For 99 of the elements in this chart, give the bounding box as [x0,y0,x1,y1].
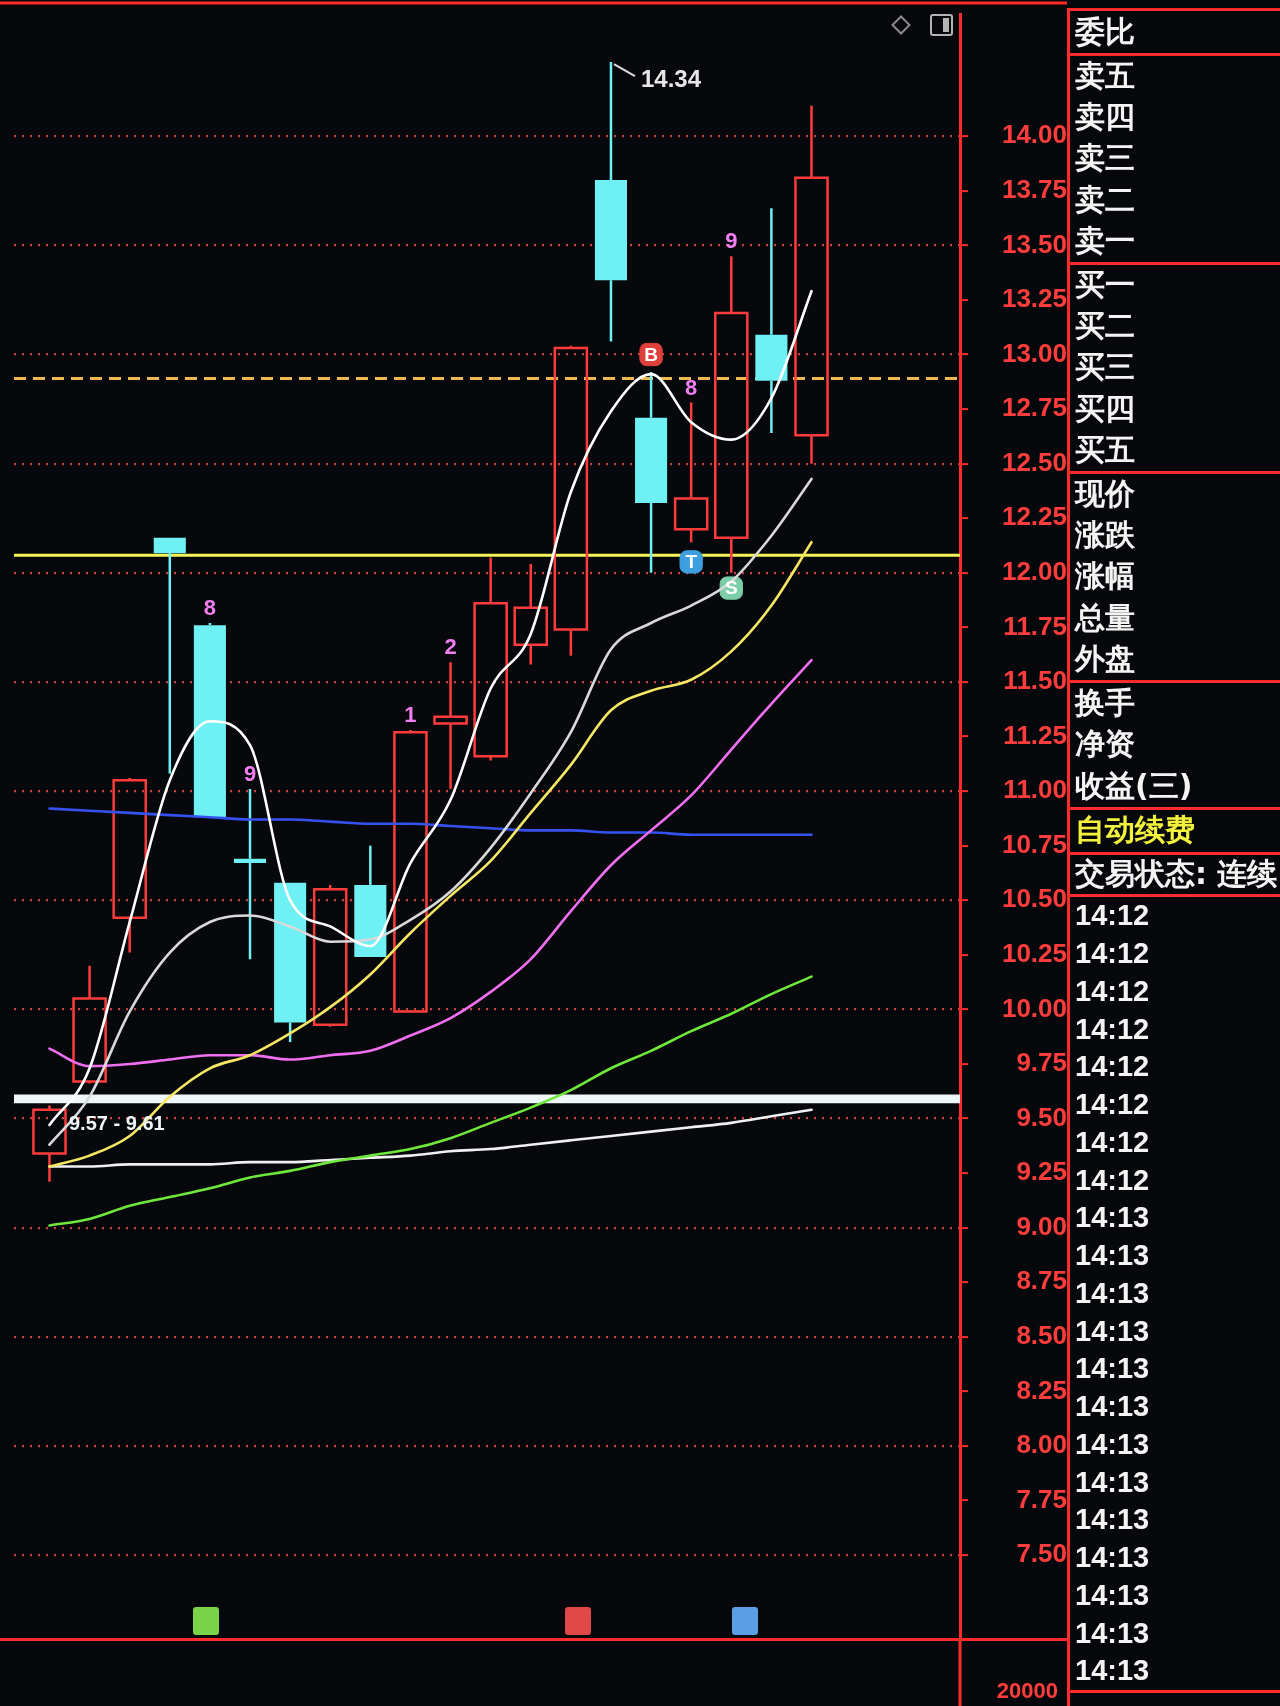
text: 卖四 [1074,98,1136,137]
text: 14:13 [1074,1238,1151,1273]
y-tick-label: 14.00 [1001,119,1067,150]
candlestick [473,556,508,762]
y-tick-label: 8.00 [1016,1429,1067,1460]
text: 20000 [996,1678,1058,1704]
text: 1 [404,702,417,728]
text: 14:13 [1074,1464,1151,1500]
candlestick [713,255,749,575]
text: 8 [685,374,698,400]
text: 14:12 [1074,1049,1151,1085]
y-tick-label: 12.75 [1001,392,1067,423]
text: 自动续费 [1070,809,1280,852]
y-tick-label: 13.50 [1001,228,1067,259]
candlestick [755,207,788,435]
candlestick [794,104,829,465]
y-tick-label: 7.75 [1016,1483,1067,1514]
y-tick-label: 11.75 [1003,610,1067,641]
y-tick-label: 13.25 [1001,283,1067,314]
text: 14:13 [1074,1389,1151,1424]
y-tick-label: 10.25 [1001,937,1067,968]
y-tick-label: 9.00 [1016,1210,1067,1241]
text: 14:13 [1074,1200,1151,1236]
candlestick [32,1104,67,1184]
text: 总量 [1073,598,1136,637]
line-series [48,1108,813,1168]
text: 收益(三) [1074,766,1194,805]
text: 14:13 [1074,1313,1151,1349]
candlestick [673,401,709,544]
text: 14:12 [1074,1162,1151,1198]
text: 14:12 [1074,1124,1151,1160]
text: 2 [444,634,457,660]
y-tick-label: 7.50 [1016,1538,1067,1569]
text: 14:12 [1074,898,1151,934]
candlestick [635,370,668,575]
text: 净资 [1074,725,1136,764]
text: 14:13 [1074,1577,1151,1613]
y-tick-label: 11.00 [1003,774,1067,805]
data-label: B [644,343,658,365]
text: 买二 [1074,307,1136,346]
text: 14:13 [1074,1426,1151,1462]
text: 14:13 [1074,1502,1151,1538]
text: 14:13 [1074,1351,1151,1387]
text: 卖一 [1074,221,1136,260]
candlestick [112,776,147,954]
text: 14:13 [1074,1275,1151,1311]
text: 委比 [1070,11,1280,53]
y-tick-label: 12.25 [1001,501,1067,532]
text: 涨跌 [1074,516,1136,555]
text: 14:13 [1074,1653,1151,1689]
y-tick-label: 11.50 [1003,665,1067,696]
y-tick-label: 8.50 [1016,1319,1067,1350]
text: 9 [243,760,257,786]
y-tick-label: 13.00 [1001,337,1067,368]
text: 卖三 [1074,139,1136,178]
text: 9 [725,228,738,254]
data-label: S [724,577,738,599]
y-tick-label: 8.25 [1016,1374,1067,1405]
text: 14:12 [1074,973,1151,1009]
data-label: T [685,551,698,573]
y-tick-label: 9.75 [1016,1047,1067,1078]
text: 外盘 [1073,639,1136,678]
y-tick-label: 9.25 [1016,1156,1067,1187]
y-tick-label: 12.50 [1001,446,1067,477]
y-tick-label: 10.50 [1001,883,1067,914]
text: 14:12 [1074,1011,1151,1047]
y-tick-label: 13.75 [1001,173,1067,204]
text: 卖五 [1074,57,1136,96]
text: 买五 [1074,430,1136,469]
candlestick [153,537,186,775]
text: 卖二 [1074,180,1136,219]
annotation: 14.34 [640,64,702,92]
text: 买一 [1074,266,1136,305]
y-tick-label: 10.75 [1001,828,1067,859]
candlestick [513,562,549,666]
text: 换手 [1073,684,1136,723]
y-tick-label: 9.50 [1016,1101,1067,1132]
text: 涨幅 [1074,557,1136,596]
y-tick-label: 11.25 [1003,719,1067,750]
candlestick [553,344,589,657]
text: 交易状态: 连续 [1070,854,1280,894]
y-tick-label: 10.00 [1001,992,1067,1023]
y-tick-label: 8.75 [1016,1265,1067,1296]
text: 买三 [1074,348,1136,387]
text: 14:13 [1074,1540,1151,1575]
text: 买四 [1074,389,1136,428]
y-tick-label: 12.00 [1001,555,1067,586]
line-series [48,807,813,837]
line-series [48,975,813,1227]
candlestick [233,787,267,961]
line-series [48,658,813,1068]
candlestick [72,964,107,1085]
text: 8 [203,595,217,621]
text: 现价 [1073,475,1136,514]
candlestick [354,844,387,957]
candlestick [433,661,468,791]
text: 14:13 [1074,1615,1151,1651]
text: 14:12 [1074,936,1151,971]
text: 14:12 [1074,1087,1151,1122]
